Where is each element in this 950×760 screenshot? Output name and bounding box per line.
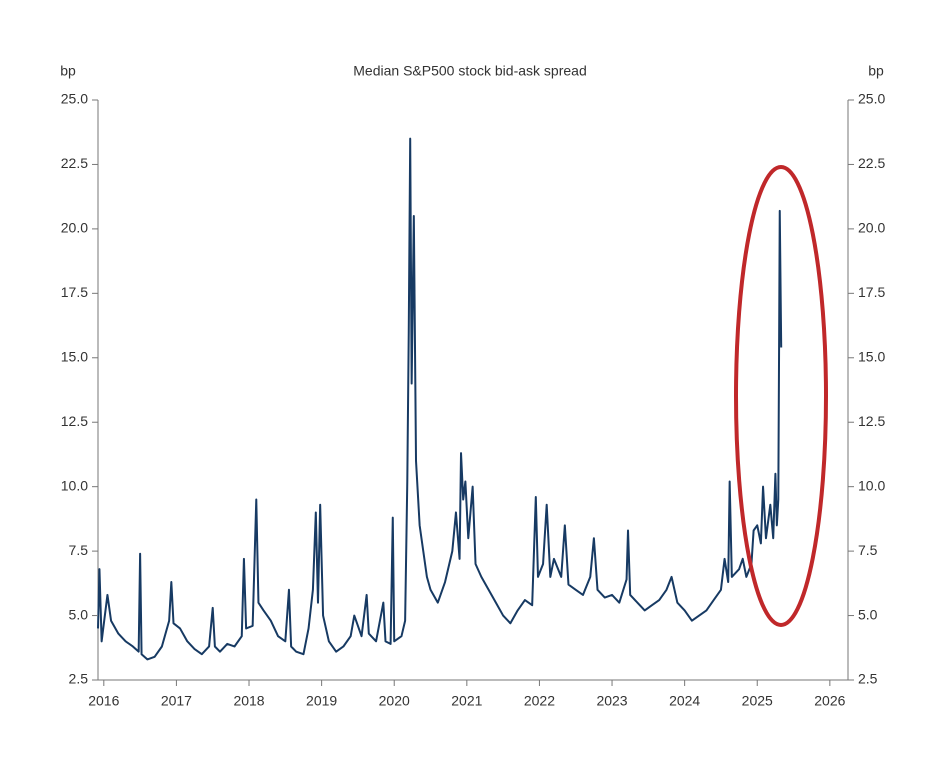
y-tick-label: 7.5	[69, 542, 89, 558]
y-axis-label: bp	[60, 63, 76, 79]
y2-tick-label: 17.5	[858, 284, 885, 300]
y2-axis-label: bp	[868, 63, 884, 79]
x-tick-label: 2021	[451, 693, 482, 709]
x-tick-label: 2025	[742, 693, 773, 709]
y-tick-label: 20.0	[61, 220, 88, 236]
y2-tick-label: 15.0	[858, 348, 885, 364]
x-tick-label: 2023	[596, 693, 627, 709]
y-tick-label: 12.5	[61, 413, 88, 429]
y2-tick-label: 5.0	[858, 606, 878, 622]
y2-tick-label: 2.5	[858, 671, 878, 687]
x-tick-label: 2017	[161, 693, 192, 709]
y2-tick-label: 22.5	[858, 155, 885, 171]
y-tick-label: 2.5	[69, 671, 89, 687]
y2-tick-label: 25.0	[858, 91, 885, 107]
y-tick-label: 10.0	[61, 477, 88, 493]
x-tick-label: 2016	[88, 693, 119, 709]
chart-title: Median S&P500 stock bid-ask spread	[353, 63, 586, 79]
y-tick-label: 22.5	[61, 155, 88, 171]
y2-tick-label: 10.0	[858, 477, 885, 493]
x-tick-label: 2022	[524, 693, 555, 709]
y2-tick-label: 20.0	[858, 220, 885, 236]
x-tick-label: 2018	[233, 693, 264, 709]
y-tick-label: 17.5	[61, 284, 88, 300]
x-tick-label: 2024	[669, 693, 700, 709]
highlight-ellipse	[734, 165, 828, 627]
y2-tick-label: 12.5	[858, 413, 885, 429]
x-tick-label: 2026	[814, 693, 845, 709]
x-tick-label: 2020	[379, 693, 410, 709]
y-tick-label: 25.0	[61, 91, 88, 107]
y-tick-label: 15.0	[61, 348, 88, 364]
y-tick-label: 5.0	[69, 606, 89, 622]
x-tick-label: 2019	[306, 693, 337, 709]
y2-tick-label: 7.5	[858, 542, 878, 558]
data-line	[97, 137, 783, 661]
